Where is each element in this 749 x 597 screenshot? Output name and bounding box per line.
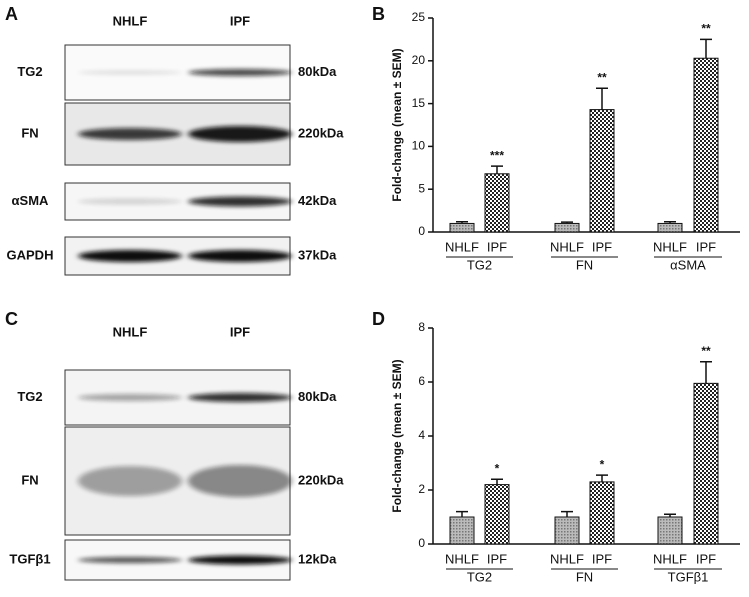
protein-label: FN xyxy=(21,125,38,140)
error-bar xyxy=(596,87,608,110)
category-label: IPF xyxy=(696,239,716,254)
panel-letter: B xyxy=(372,4,385,24)
error-bar xyxy=(700,361,712,384)
lane-header: IPF xyxy=(230,324,250,339)
significance: ** xyxy=(597,70,607,84)
size-label: 220kDa xyxy=(298,125,344,140)
protein-label: TG2 xyxy=(17,64,42,79)
significance: * xyxy=(495,461,500,475)
bar xyxy=(657,222,683,233)
error-bar xyxy=(561,510,573,517)
significance: ** xyxy=(701,22,711,36)
bar xyxy=(657,516,683,545)
bar xyxy=(554,222,580,233)
error-bar xyxy=(561,221,573,224)
group-label: FN xyxy=(576,257,593,272)
blot-band xyxy=(78,466,182,496)
category-label: IPF xyxy=(592,239,612,254)
error-bar xyxy=(456,220,468,224)
group-label: TG2 xyxy=(467,569,492,584)
size-label: 80kDa xyxy=(298,389,337,404)
blot-band xyxy=(188,196,292,207)
group-label: FN xyxy=(576,569,593,584)
error-bar xyxy=(491,165,503,174)
error-bar xyxy=(664,513,676,517)
blot-band xyxy=(188,465,292,497)
y-tick-label: 15 xyxy=(412,96,426,110)
protein-label: FN xyxy=(21,472,38,487)
bar xyxy=(484,173,510,233)
bar xyxy=(693,382,719,545)
protein-label: TGFβ1 xyxy=(9,551,50,566)
category-label: NHLF xyxy=(445,239,479,254)
y-tick-label: 2 xyxy=(418,482,425,496)
error-bar xyxy=(491,478,503,485)
category-label: IPF xyxy=(487,551,507,566)
group-label: TG2 xyxy=(467,257,492,272)
category-label: IPF xyxy=(592,551,612,566)
lane-header: NHLF xyxy=(113,13,148,28)
y-tick-label: 4 xyxy=(418,428,425,442)
category-label: NHLF xyxy=(653,239,687,254)
y-tick-label: 0 xyxy=(418,224,425,238)
bar xyxy=(589,481,615,545)
size-label: 12kDa xyxy=(298,551,337,566)
blot-band xyxy=(78,70,182,75)
blot-band xyxy=(188,393,292,402)
y-tick-label: 25 xyxy=(412,10,426,24)
size-label: 220kDa xyxy=(298,472,344,487)
blot-band xyxy=(78,394,182,401)
y-tick-label: 0 xyxy=(418,536,425,550)
protein-label: αSMA xyxy=(12,193,49,208)
y-axis-label: Fold-change (mean ± SEM) xyxy=(390,48,404,201)
category-label: NHLF xyxy=(445,551,479,566)
error-bar xyxy=(700,38,712,59)
group-label: αSMA xyxy=(670,257,706,272)
blot-band xyxy=(78,128,182,140)
protein-label: GAPDH xyxy=(7,247,54,262)
panel-letter: D xyxy=(372,309,385,329)
bar xyxy=(484,484,510,545)
blot-band xyxy=(78,198,182,205)
bar xyxy=(449,222,475,233)
y-tick-label: 10 xyxy=(412,139,426,153)
lane-header: NHLF xyxy=(113,324,148,339)
y-tick-label: 6 xyxy=(418,374,425,388)
bar xyxy=(554,516,580,545)
blot-band xyxy=(188,69,292,76)
blot-band xyxy=(188,555,292,565)
lane-header: IPF xyxy=(230,13,250,28)
group-label: TGFβ1 xyxy=(668,569,709,584)
significance: *** xyxy=(490,148,504,162)
error-bar xyxy=(664,220,676,224)
blot-band xyxy=(188,250,292,262)
blot-band xyxy=(188,126,292,142)
significance: * xyxy=(600,457,605,471)
panel-letter: A xyxy=(5,4,18,24)
size-label: 42kDa xyxy=(298,193,337,208)
y-tick-label: 8 xyxy=(418,320,425,334)
panel-letter: C xyxy=(5,309,18,329)
y-axis-label: Fold-change (mean ± SEM) xyxy=(390,359,404,512)
bar xyxy=(693,57,719,233)
protein-label: TG2 xyxy=(17,389,42,404)
size-label: 80kDa xyxy=(298,64,337,79)
error-bar xyxy=(596,474,608,482)
category-label: IPF xyxy=(487,239,507,254)
significance: ** xyxy=(701,344,711,358)
bar xyxy=(449,516,475,545)
category-label: NHLF xyxy=(653,551,687,566)
category-label: NHLF xyxy=(550,551,584,566)
bar xyxy=(589,109,615,233)
y-tick-label: 20 xyxy=(412,53,426,67)
category-label: NHLF xyxy=(550,239,584,254)
blot-band xyxy=(78,557,182,563)
blot-band xyxy=(78,250,182,262)
error-bar xyxy=(456,510,468,517)
category-label: IPF xyxy=(696,551,716,566)
size-label: 37kDa xyxy=(298,247,337,262)
y-tick-label: 5 xyxy=(418,181,425,195)
